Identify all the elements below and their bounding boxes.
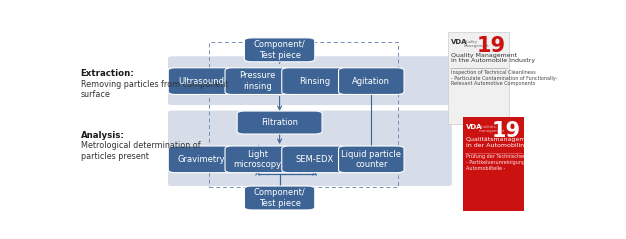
Text: Quality
Management: Quality Management	[463, 40, 489, 48]
Bar	[463, 117, 523, 211]
Text: Filtration: Filtration	[261, 118, 298, 127]
FancyBboxPatch shape	[237, 111, 322, 134]
Text: Metrological determination of
particles present: Metrological determination of particles …	[81, 141, 200, 161]
Bar	[448, 32, 508, 124]
Text: Pressure
rinsing: Pressure rinsing	[240, 71, 276, 91]
FancyBboxPatch shape	[282, 146, 347, 173]
Text: VDA: VDA	[451, 39, 468, 45]
Text: 19: 19	[491, 121, 521, 141]
Text: Extraction:: Extraction:	[81, 69, 135, 78]
Text: Removing particles from component
surface: Removing particles from component surfac…	[81, 80, 228, 99]
FancyBboxPatch shape	[244, 186, 315, 210]
FancyBboxPatch shape	[168, 68, 233, 94]
FancyBboxPatch shape	[244, 38, 315, 62]
FancyBboxPatch shape	[225, 146, 290, 173]
Text: Quality Management
in the Automobile Industry: Quality Management in the Automobile Ind…	[451, 53, 535, 63]
FancyBboxPatch shape	[168, 111, 452, 186]
Text: Prüfung der Technischen Sauberkeit
- Partikelverunreinigung funktionsrelevanter
: Prüfung der Technischen Sauberkeit - Par…	[466, 154, 575, 171]
FancyBboxPatch shape	[225, 68, 290, 94]
Text: Light
microscopy: Light microscopy	[233, 150, 282, 169]
Text: Liquid particle
counter: Liquid particle counter	[341, 150, 401, 169]
Text: Inspection of Technical Cleanliness
- Particulate Contamination of Functionally-: Inspection of Technical Cleanliness - Pa…	[451, 70, 557, 86]
FancyBboxPatch shape	[168, 146, 233, 173]
Text: Agitation: Agitation	[352, 77, 390, 86]
Text: 19: 19	[476, 36, 506, 56]
Text: Rinsing: Rinsing	[299, 77, 330, 86]
Text: Component/
Test piece: Component/ Test piece	[254, 188, 305, 208]
Text: VDA: VDA	[466, 124, 483, 130]
Text: Component/
Test piece: Component/ Test piece	[254, 40, 305, 60]
Text: SEM-EDX: SEM-EDX	[295, 155, 334, 164]
FancyBboxPatch shape	[282, 68, 347, 94]
FancyBboxPatch shape	[339, 146, 404, 173]
Text: Analysis:: Analysis:	[81, 131, 125, 140]
Text: Qualitäts-
management: Qualitäts- management	[478, 124, 505, 133]
Text: Gravimetry: Gravimetry	[177, 155, 225, 164]
FancyBboxPatch shape	[168, 56, 452, 105]
Text: Ultrasound: Ultrasound	[178, 77, 224, 86]
FancyBboxPatch shape	[339, 68, 404, 94]
Text: Qualitätsmanagement
in der Automobilindustrie: Qualitätsmanagement in der Automobilindu…	[466, 137, 546, 148]
